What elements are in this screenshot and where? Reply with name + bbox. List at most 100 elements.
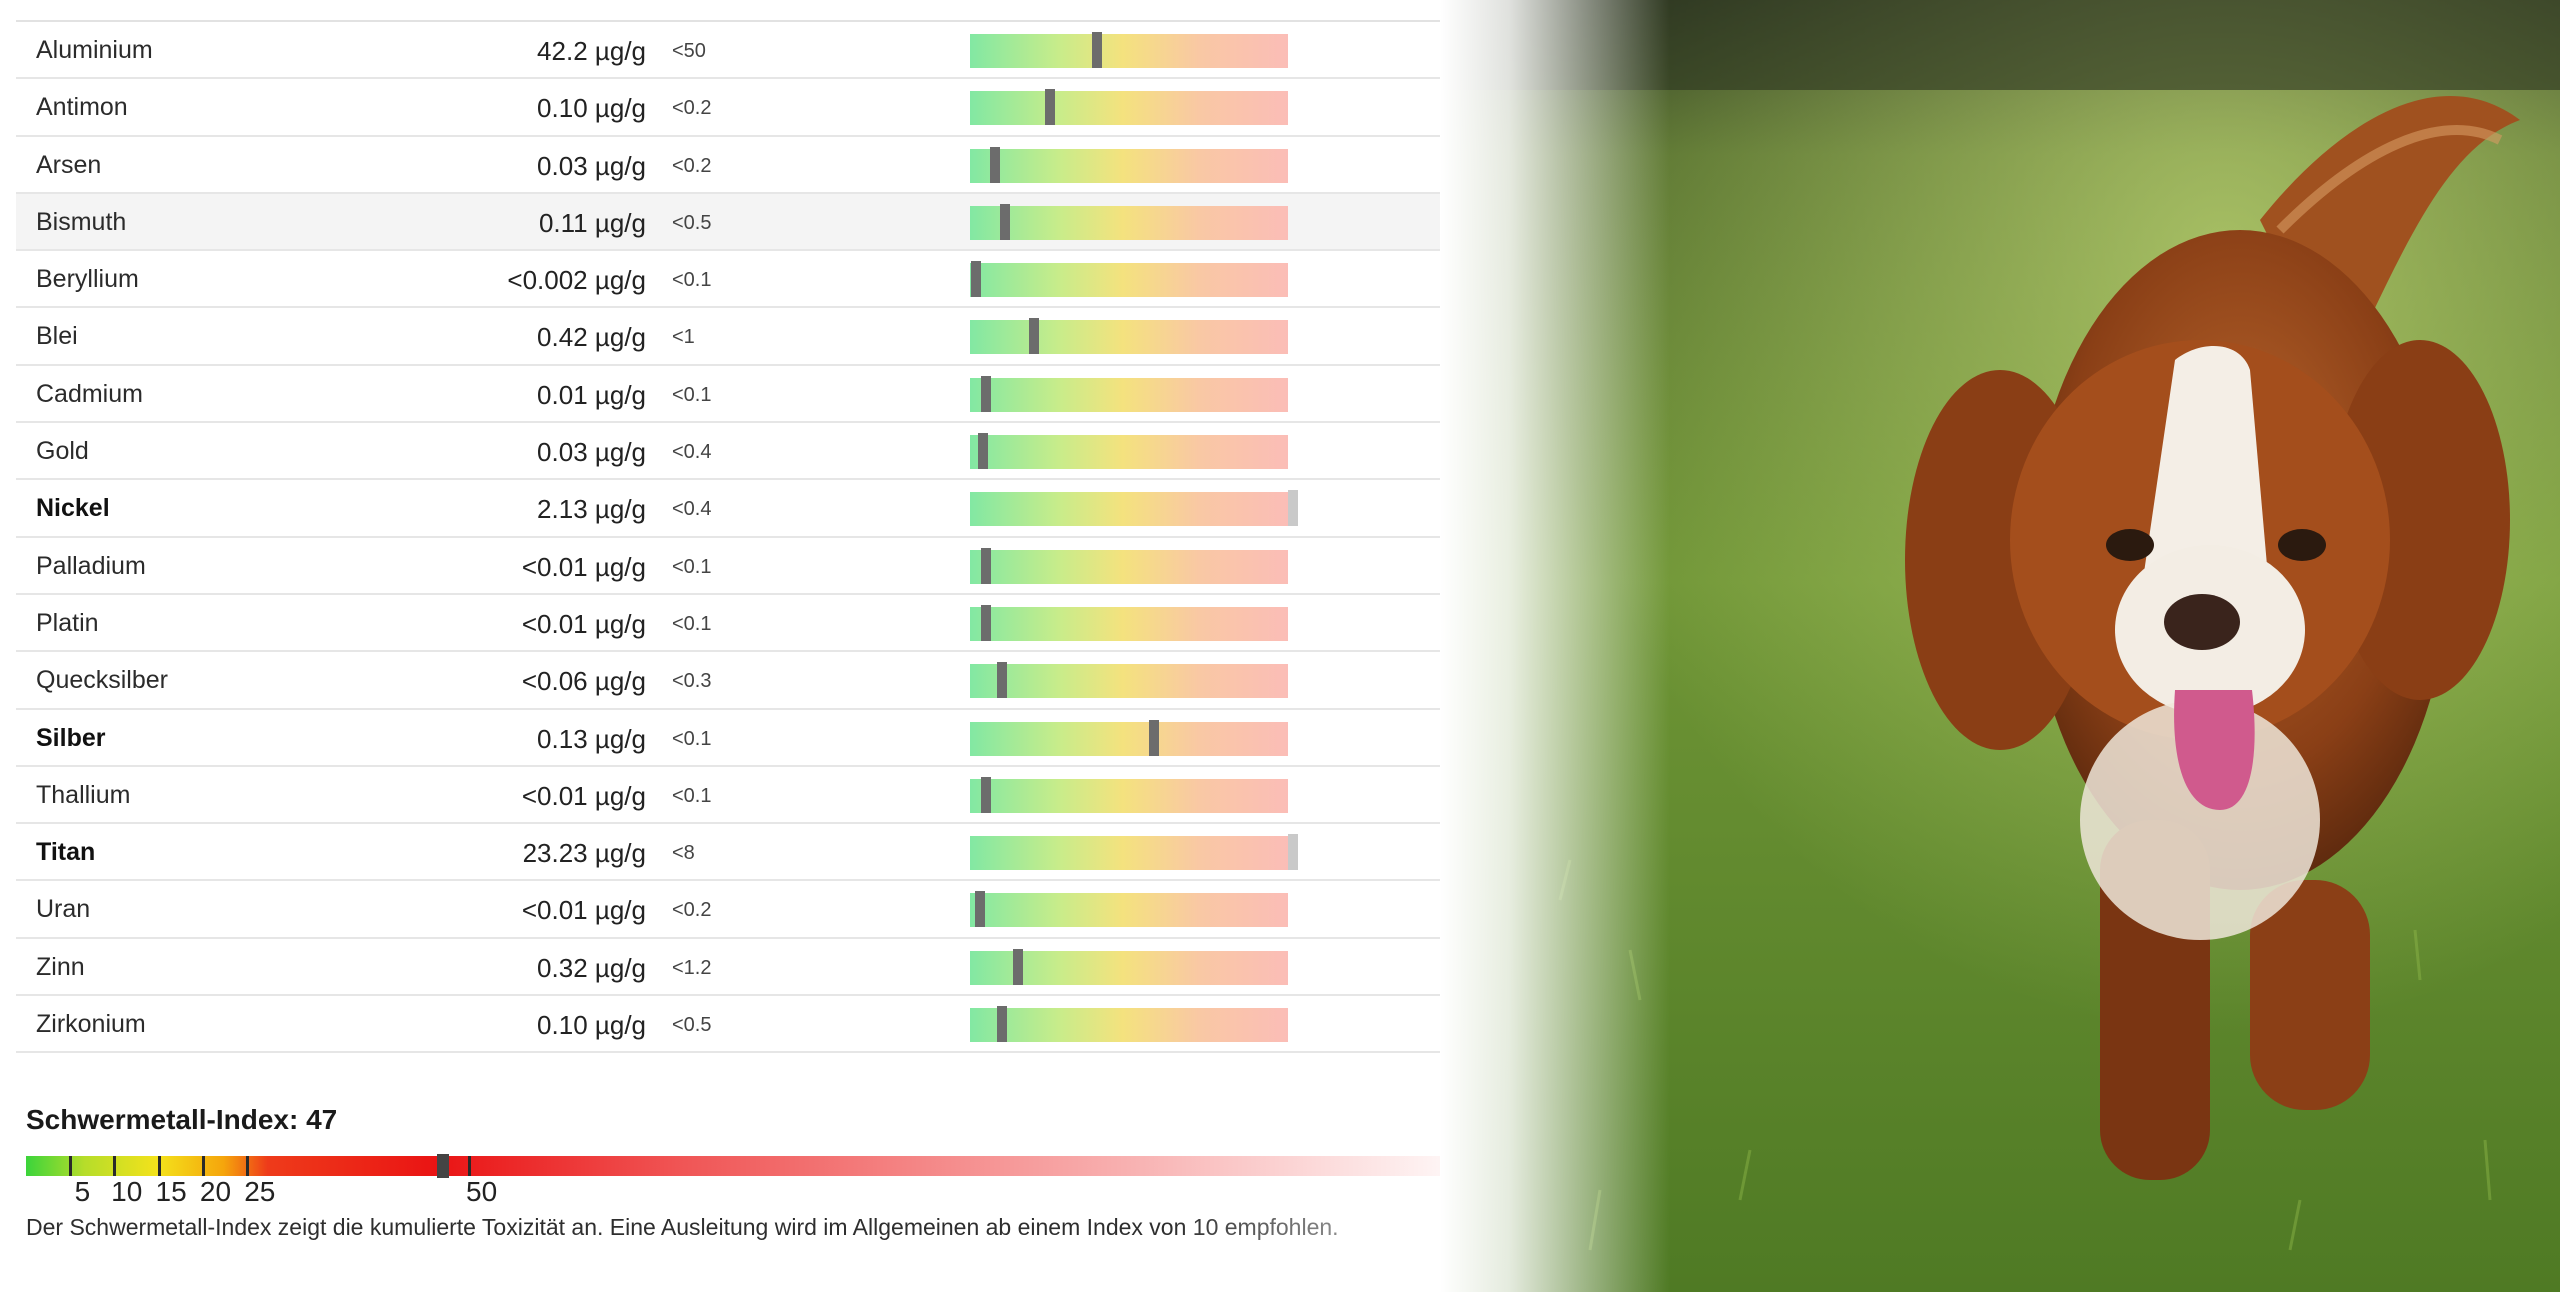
- element-value: 0.13 µg/g: [537, 723, 646, 754]
- element-name: Gold: [36, 437, 89, 466]
- level-bar: [970, 1006, 1288, 1043]
- element-name: Antimon: [36, 93, 128, 122]
- reference-value: <0.3: [672, 670, 712, 693]
- reference-value: <1: [672, 326, 695, 349]
- element-value: <0.002 µg/g: [507, 265, 646, 296]
- table-row: Aluminium 42.2 µg/g <50: [16, 22, 1490, 80]
- table-row: Gold 0.03 µg/g <0.4: [16, 423, 1490, 481]
- level-bar: [970, 948, 1288, 985]
- index-tick-line: [201, 1156, 205, 1176]
- reference-value: <0.1: [672, 555, 712, 578]
- reference-value: <0.4: [672, 441, 712, 464]
- index-tick-label: 10: [111, 1176, 143, 1207]
- level-marker: [981, 547, 991, 584]
- element-name: Aluminium: [36, 36, 153, 64]
- level-marker: [1013, 948, 1023, 985]
- reference-value: <0.1: [672, 612, 712, 635]
- element-name: Thallium: [36, 780, 131, 809]
- level-bar: [970, 776, 1288, 813]
- index-tick-line: [68, 1156, 72, 1176]
- table-row: Thallium <0.01 µg/g <0.1: [16, 767, 1490, 825]
- element-name: Cadmium: [36, 379, 143, 408]
- level-marker: [981, 375, 991, 412]
- index-tick-label: 5: [74, 1176, 91, 1207]
- level-marker: [1092, 32, 1102, 68]
- element-value: 0.32 µg/g: [537, 952, 646, 983]
- table-row: Quecksilber <0.06 µg/g <0.3: [16, 652, 1490, 710]
- reference-value: <0.2: [672, 97, 712, 120]
- index-value-marker: [437, 1154, 450, 1178]
- table-row: Nickel 2.13 µg/g <0.4: [16, 480, 1490, 538]
- element-value: <0.01 µg/g: [521, 780, 646, 811]
- level-bar: [970, 32, 1288, 68]
- level-marker: [978, 433, 988, 470]
- level-bar: [970, 547, 1288, 584]
- reference-value: <0.1: [672, 269, 712, 292]
- element-value: 0.03 µg/g: [537, 150, 646, 181]
- level-marker: [981, 604, 991, 641]
- element-value: 42.2 µg/g: [537, 36, 646, 66]
- element-value: 0.10 µg/g: [537, 1010, 646, 1041]
- table-row: Silber 0.13 µg/g <0.1: [16, 710, 1490, 767]
- element-value: <0.01 µg/g: [521, 895, 646, 926]
- element-value: 0.10 µg/g: [537, 93, 646, 124]
- level-marker: [981, 776, 991, 813]
- element-name: Bismuth: [36, 207, 127, 236]
- index-tick-label: 25: [244, 1176, 276, 1207]
- heavy-metal-table: Aluminium 42.2 µg/g <50 Antimon 0.10 µg/g <0.…: [16, 20, 1490, 1054]
- reference-value: <0.5: [672, 1014, 712, 1037]
- reference-value: <0.1: [672, 784, 712, 807]
- index-tick-label: 15: [155, 1176, 187, 1207]
- index-title: Schwermetall-Index: 47: [26, 1104, 338, 1135]
- level-bar: [970, 490, 1298, 527]
- table-row: Palladium <0.01 µg/g <0.1: [16, 538, 1490, 595]
- index-tick-line: [113, 1156, 117, 1176]
- reference-value: <0.2: [672, 899, 712, 922]
- level-marker: [1029, 318, 1039, 355]
- table-row: Uran <0.01 µg/g <0.2: [16, 881, 1490, 939]
- results-panel: Aluminium 42.2 µg/g <50 Antimon 0.10 µg/g <0.…: [16, 20, 1490, 1292]
- level-marker: [997, 662, 1007, 699]
- level-marker: [997, 1006, 1007, 1043]
- table-row: Zinn 0.32 µg/g <1.2: [16, 939, 1490, 997]
- level-bar: [970, 433, 1288, 470]
- index-tick-line: [246, 1156, 250, 1176]
- level-bar: [970, 719, 1288, 756]
- table-row: Antimon 0.10 µg/g <0.2: [16, 79, 1490, 137]
- element-value: <0.06 µg/g: [521, 666, 646, 697]
- element-value: 0.01 µg/g: [537, 379, 646, 410]
- reference-value: <1.2: [672, 956, 712, 979]
- table-row: Zirkonium 0.10 µg/g <0.5: [16, 996, 1490, 1054]
- level-bar: [970, 146, 1288, 183]
- reference-value: <0.5: [672, 211, 712, 234]
- level-bar: [970, 89, 1288, 126]
- level-bar: [970, 375, 1288, 412]
- table-row: Blei 0.42 µg/g <1: [16, 308, 1490, 366]
- level-marker: [975, 891, 985, 928]
- reference-value: <0.1: [672, 727, 712, 750]
- photo-edge-fade: [1440, 0, 1670, 1292]
- element-value: 0.42 µg/g: [537, 322, 646, 353]
- element-name: Uran: [36, 895, 91, 924]
- table-row: Arsen 0.03 µg/g <0.2: [16, 137, 1490, 194]
- description-fade-overlay: [700, 1210, 1490, 1292]
- table-row: Bismuth 0.11 µg/g <0.5: [16, 193, 1490, 252]
- element-name: Blei: [36, 322, 78, 351]
- element-name: Palladium: [36, 551, 146, 580]
- reference-value: <0.2: [672, 154, 712, 177]
- element-value: 0.03 µg/g: [537, 437, 646, 468]
- element-value: 0.11 µg/g: [538, 207, 646, 238]
- reference-value: <0.1: [672, 383, 712, 406]
- index-tick-label: 50: [466, 1176, 498, 1207]
- level-bar: [970, 834, 1298, 871]
- element-name: Quecksilber: [36, 666, 168, 695]
- table-row: Beryllium <0.002 µg/g <0.1: [16, 251, 1490, 309]
- table-row: Titan 23.23 µg/g <8: [16, 824, 1490, 882]
- level-marker: [1149, 719, 1159, 756]
- table-row: Platin <0.01 µg/g <0.1: [16, 595, 1490, 653]
- level-marker: [971, 261, 981, 298]
- element-name: Beryllium: [36, 265, 139, 294]
- element-name: Titan: [36, 838, 96, 867]
- index-tick-line: [468, 1156, 472, 1176]
- level-marker: [1288, 490, 1298, 527]
